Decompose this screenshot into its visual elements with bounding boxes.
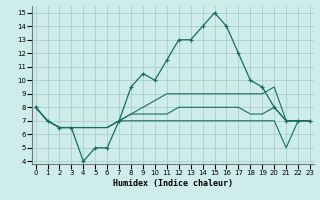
- X-axis label: Humidex (Indice chaleur): Humidex (Indice chaleur): [113, 179, 233, 188]
